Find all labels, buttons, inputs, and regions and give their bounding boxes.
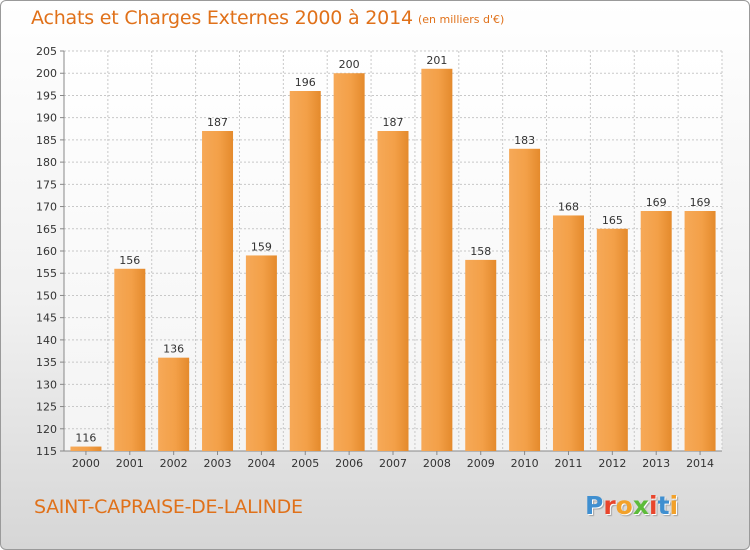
x-axis-ticks: 2000 2001 2002 2003 2004 2005 2006 2007 2008 2009… [72, 451, 714, 470]
bar-2005 [289, 91, 321, 451]
logo-letter: P [585, 491, 604, 520]
x-tick-label-2011: 2011 [554, 457, 582, 470]
data-label-2013: 169 [646, 196, 667, 209]
data-label-2014: 169 [690, 196, 711, 209]
data-label-2010: 183 [514, 134, 535, 147]
bar-2006 [333, 73, 365, 451]
y-tick-label: 115 [36, 445, 57, 458]
y-tick-label: 120 [36, 423, 57, 436]
bar-2004 [245, 255, 277, 451]
bar-2012 [596, 228, 628, 451]
bar-2002 [158, 357, 190, 451]
y-tick-label: 205 [36, 45, 57, 58]
logo-letter: o [615, 491, 633, 520]
location-name: SAINT-CAPRAISE-DE-LALINDE [34, 496, 303, 518]
x-tick-label-2014: 2014 [686, 457, 714, 470]
data-label-2001: 156 [119, 254, 140, 267]
bar-2003 [202, 131, 234, 451]
bar-2007 [377, 131, 409, 451]
y-tick-label: 130 [36, 378, 57, 391]
bars [70, 68, 716, 452]
bar-2001 [114, 268, 146, 451]
x-tick-label-2002: 2002 [160, 457, 188, 470]
y-tick-label: 190 [36, 112, 57, 125]
logo-letter: x [632, 491, 649, 520]
data-label-2005: 196 [295, 76, 316, 89]
x-tick-label-2004: 2004 [247, 457, 275, 470]
data-label-2003: 187 [207, 116, 228, 129]
y-tick-label: 160 [36, 245, 57, 258]
y-tick-label: 145 [36, 312, 57, 325]
logo-letter: t [657, 491, 670, 520]
y-axis-ticks: 115 120 125 130 135 140 145 150 155 160 165 170 175 1… [36, 45, 64, 458]
x-tick-label-2003: 2003 [204, 457, 232, 470]
y-tick-label: 200 [36, 67, 57, 80]
data-label-2000: 116 [75, 432, 96, 445]
x-tick-label-2010: 2010 [511, 457, 539, 470]
bar-2011 [552, 215, 584, 451]
unit-note: (en milliers d'€) [418, 13, 505, 26]
logo-letter: i [649, 491, 658, 520]
data-label-2006: 200 [339, 58, 360, 71]
x-tick-label-2013: 2013 [642, 457, 670, 470]
data-label-2009: 158 [470, 245, 491, 258]
chart-title: Achats et Charges Externes 2000 à 2014 [31, 7, 413, 29]
bar-2013 [640, 211, 672, 451]
x-tick-label-2012: 2012 [598, 457, 626, 470]
data-label-2012: 165 [602, 214, 623, 227]
y-tick-label: 170 [36, 201, 57, 214]
bar-2014 [684, 211, 716, 451]
data-label-2008: 201 [426, 54, 447, 67]
x-tick-label-2006: 2006 [335, 457, 363, 470]
y-tick-label: 155 [36, 267, 57, 280]
bar-2008 [421, 68, 453, 452]
y-tick-label: 165 [36, 223, 57, 236]
data-label-2011: 168 [558, 200, 579, 213]
x-tick-label-2009: 2009 [467, 457, 495, 470]
x-tick-label-2007: 2007 [379, 457, 407, 470]
data-label-2007: 187 [383, 116, 404, 129]
bar-2009 [465, 259, 497, 451]
proxiti-logo: Proxiti [585, 491, 678, 520]
y-tick-label: 125 [36, 401, 57, 414]
y-tick-label: 180 [36, 156, 57, 169]
x-tick-label-2005: 2005 [291, 457, 319, 470]
y-tick-label: 185 [36, 134, 57, 147]
x-tick-label-2001: 2001 [116, 457, 144, 470]
y-tick-label: 150 [36, 289, 57, 302]
data-labels: 116 156 136 187 159 196 200 187 201 158 183 168 165 1… [75, 54, 710, 445]
y-tick-label: 140 [36, 334, 57, 347]
bar-2000 [70, 446, 102, 451]
data-label-2004: 159 [251, 240, 272, 253]
x-tick-label-2008: 2008 [423, 457, 451, 470]
logo-letter: r [603, 491, 616, 520]
y-tick-label: 175 [36, 178, 57, 191]
bar-2010 [509, 148, 541, 451]
y-tick-label: 195 [36, 89, 57, 102]
data-label-2002: 136 [163, 343, 184, 356]
y-tick-label: 135 [36, 356, 57, 369]
logo-letter: i [669, 491, 679, 520]
x-tick-label-2000: 2000 [72, 457, 100, 470]
